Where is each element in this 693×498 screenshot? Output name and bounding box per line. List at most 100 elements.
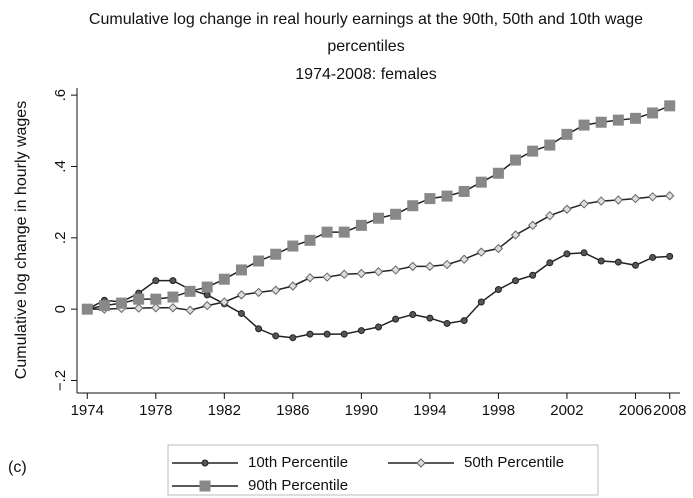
marker	[595, 116, 607, 128]
x-tick-label: 2006	[619, 402, 652, 419]
marker	[647, 192, 658, 202]
marker	[133, 293, 145, 305]
marker	[510, 154, 522, 166]
marker	[475, 176, 487, 188]
marker	[442, 259, 452, 270]
marker	[493, 243, 504, 254]
marker	[253, 255, 265, 267]
legend-label: 10th Percentile	[248, 454, 348, 471]
x-tick-label: 1974	[71, 402, 104, 419]
y-tick-label: .4	[52, 160, 69, 173]
marker	[373, 267, 384, 277]
marker	[492, 167, 504, 179]
marker	[287, 240, 299, 252]
marker	[373, 212, 384, 224]
marker	[630, 193, 641, 204]
marker	[255, 325, 263, 333]
marker	[458, 185, 470, 197]
marker	[443, 319, 451, 327]
y-tick-label: −.2	[52, 370, 69, 391]
legend-marker	[201, 459, 209, 467]
y-tick-label: .6	[52, 89, 69, 102]
marker	[202, 300, 212, 311]
marker	[460, 317, 468, 325]
chart-subtitle: 1974-2008: females	[295, 66, 436, 83]
marker	[647, 107, 659, 119]
marker	[81, 303, 93, 315]
marker	[597, 257, 605, 265]
marker	[392, 315, 400, 323]
legend-box	[167, 444, 599, 496]
marker	[237, 309, 245, 317]
marker	[152, 277, 160, 285]
x-tick-label: 2002	[550, 402, 583, 419]
marker	[425, 261, 435, 272]
marker	[133, 303, 144, 313]
marker	[426, 314, 434, 322]
marker	[168, 303, 178, 313]
marker	[288, 281, 298, 291]
marker	[562, 204, 572, 214]
marker	[424, 193, 436, 205]
marker	[529, 271, 537, 279]
marker	[441, 190, 453, 202]
marker	[390, 265, 401, 275]
marker	[339, 269, 349, 279]
marker	[185, 305, 195, 315]
marker	[219, 297, 230, 307]
marker	[613, 195, 624, 205]
legend-label: 90th Percentile	[248, 477, 348, 494]
marker	[218, 273, 230, 285]
marker	[664, 100, 676, 112]
marker	[184, 285, 196, 297]
marker	[355, 219, 367, 231]
marker	[561, 128, 573, 140]
annotation: (c)	[8, 459, 27, 476]
x-tick-label: 1978	[139, 402, 172, 419]
marker	[510, 230, 521, 240]
x-tick-label: 1990	[345, 402, 378, 419]
marker	[338, 226, 350, 238]
marker	[321, 226, 333, 238]
marker	[323, 330, 331, 338]
legend-marker	[416, 458, 426, 468]
x-tick-label: 1982	[208, 402, 241, 419]
marker	[579, 199, 589, 209]
marker	[306, 330, 314, 338]
y-tick-label: .2	[52, 232, 69, 245]
marker	[666, 252, 674, 260]
marker	[459, 254, 469, 264]
marker	[203, 291, 211, 299]
marker	[494, 286, 502, 294]
marker	[631, 261, 639, 269]
marker	[614, 258, 622, 266]
marker	[289, 334, 297, 342]
chart-title: Cumulative log change in real hourly ear…	[88, 11, 644, 55]
marker	[578, 119, 590, 131]
marker	[201, 281, 213, 293]
marker	[580, 249, 588, 257]
marker	[116, 297, 128, 309]
x-tick-label: 2008	[653, 402, 686, 419]
marker	[322, 272, 332, 282]
x-tick-label: 1994	[413, 402, 446, 419]
marker	[649, 253, 657, 261]
marker	[544, 139, 556, 151]
marker	[235, 264, 247, 276]
marker	[271, 285, 281, 295]
marker	[357, 327, 365, 335]
marker	[527, 220, 538, 231]
marker	[409, 311, 417, 319]
marker	[236, 290, 247, 300]
marker	[546, 259, 554, 267]
marker	[167, 291, 179, 303]
marker	[304, 234, 316, 246]
marker	[375, 323, 382, 331]
marker	[612, 114, 624, 126]
x-tick-label: 1986	[276, 402, 309, 419]
marker	[356, 268, 367, 279]
x-tick-label: 1998	[482, 402, 515, 419]
marker	[512, 277, 520, 285]
